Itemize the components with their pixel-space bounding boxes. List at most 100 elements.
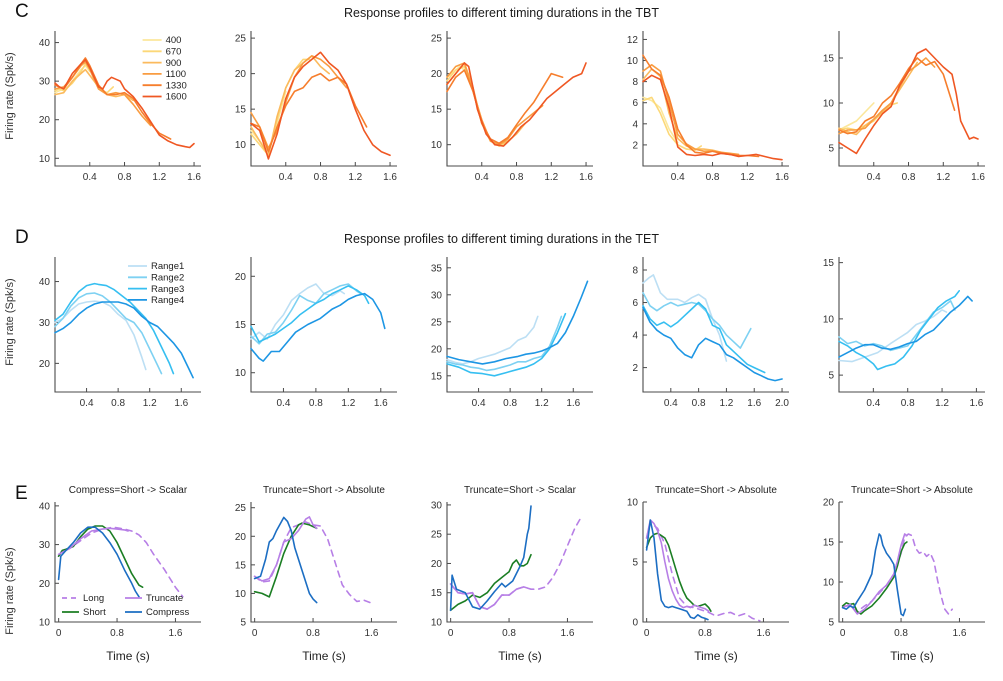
chart-svg-7: 0.4 0.8 1.2 1.6 15 20 25 30 35 <box>431 257 593 409</box>
legend-label-range3: Range3 <box>151 284 184 295</box>
svg-text:4: 4 <box>632 331 638 342</box>
subplot-d2: 0.4 0.8 1.2 1.6 10 15 20 <box>218 250 414 418</box>
subplot-d5: 0.4 0.8 1.2 1.6 5 10 15 <box>806 250 1002 418</box>
subplot-c1: 0.4 0.8 1.2 1.6 10 20 30 40 400 670 900 1100 1330 160… <box>22 24 218 192</box>
svg-text:10: 10 <box>235 368 247 379</box>
series-range2 <box>446 315 563 372</box>
svg-text:30: 30 <box>39 540 51 551</box>
legend-label-truncate: Truncate <box>146 593 183 604</box>
series-short <box>841 541 908 615</box>
svg-text:20: 20 <box>431 69 443 80</box>
svg-text:0.8: 0.8 <box>902 172 916 183</box>
svg-text:10: 10 <box>431 140 443 151</box>
svg-text:2: 2 <box>632 363 638 374</box>
svg-text:20: 20 <box>235 69 247 80</box>
svg-text:0: 0 <box>632 618 638 629</box>
svg-text:1.6: 1.6 <box>579 172 593 183</box>
svg-text:0.8: 0.8 <box>306 628 320 639</box>
subplot-e2: 0 0.8 1.6 5 10 15 20 25 Truncate=Short -> Absolu… <box>218 482 414 668</box>
subplot-c3: 0.4 0.8 1.2 1.6 10 15 20 25 <box>414 24 610 192</box>
subplot-d3: 0.4 0.8 1.2 1.6 15 20 25 30 35 <box>414 250 610 418</box>
svg-text:15: 15 <box>431 105 443 116</box>
series-short <box>449 553 532 612</box>
svg-text:1.2: 1.2 <box>348 172 362 183</box>
series-range1 <box>446 315 539 365</box>
svg-text:0.4: 0.4 <box>475 172 489 183</box>
series-1100 <box>446 62 544 146</box>
series-range1 <box>642 274 728 362</box>
series-truncate <box>841 533 908 615</box>
x-axis-label: Time (s) <box>694 649 738 663</box>
svg-text:20: 20 <box>431 344 443 355</box>
svg-text:25: 25 <box>431 34 443 45</box>
svg-text:15: 15 <box>235 320 247 331</box>
series-long <box>841 533 953 615</box>
svg-text:0.8: 0.8 <box>894 628 908 639</box>
series-1330 <box>446 69 564 145</box>
svg-text:2: 2 <box>632 140 638 151</box>
series-1330 <box>642 54 760 158</box>
svg-text:0.4: 0.4 <box>83 172 97 183</box>
svg-text:1.6: 1.6 <box>383 172 397 183</box>
svg-text:0.4: 0.4 <box>866 398 880 409</box>
chart-title: Truncate=Short -> Scalar <box>464 485 577 496</box>
svg-text:5: 5 <box>828 618 834 629</box>
svg-text:40: 40 <box>39 501 51 512</box>
series-1100 <box>642 64 740 156</box>
series-range4 <box>250 292 386 362</box>
legend-label-1600: 1600 <box>166 92 187 103</box>
y-axis-label-c: Firing rate (Spk/s) <box>4 52 16 140</box>
series-1100 <box>250 55 348 149</box>
series-long <box>449 514 583 610</box>
svg-text:8: 8 <box>632 266 638 277</box>
svg-text:1.6: 1.6 <box>775 172 789 183</box>
svg-text:20: 20 <box>235 272 247 283</box>
chart-title: Truncate=Short -> Absolute <box>851 485 973 496</box>
svg-text:10: 10 <box>823 578 835 589</box>
subplot-c4: 0.4 0.8 1.2 1.6 2 4 6 8 10 12 <box>610 24 806 192</box>
svg-text:1.6: 1.6 <box>560 628 574 639</box>
svg-text:6: 6 <box>632 298 638 309</box>
series-range3 <box>446 312 567 377</box>
svg-text:0.8: 0.8 <box>111 398 125 409</box>
svg-text:0: 0 <box>644 628 650 639</box>
subplot-e3: 0 0.8 1.6 10 15 20 25 30 Truncate=Short -> Scala… <box>414 482 610 668</box>
series-range4 <box>446 280 589 365</box>
svg-text:15: 15 <box>823 54 835 65</box>
svg-text:20: 20 <box>235 532 247 543</box>
series-truncate <box>253 516 318 582</box>
svg-text:15: 15 <box>235 560 247 571</box>
svg-text:10: 10 <box>39 154 51 165</box>
svg-text:1.2: 1.2 <box>143 398 157 409</box>
svg-text:1.6: 1.6 <box>747 398 761 409</box>
svg-text:20: 20 <box>431 559 443 570</box>
svg-text:10: 10 <box>627 56 639 67</box>
legend-label-short: Short <box>83 607 106 618</box>
x-axis-label: Time (s) <box>106 649 150 663</box>
chart-svg-9: 0.4 0.8 1.2 1.6 5 10 15 <box>823 257 985 409</box>
svg-text:0.4: 0.4 <box>80 398 94 409</box>
svg-text:30: 30 <box>431 500 443 511</box>
svg-text:10: 10 <box>235 140 247 151</box>
legend-label-400: 400 <box>166 35 182 46</box>
chart-svg-14: 0 0.8 1.6 5 10 15 20 Truncate=Short -> Absolute… <box>823 485 985 663</box>
svg-text:1.6: 1.6 <box>756 628 770 639</box>
series-400 <box>838 102 875 131</box>
svg-text:15: 15 <box>823 538 835 549</box>
series-compress <box>645 519 709 621</box>
chart-svg-6: 0.4 0.8 1.2 1.6 10 15 20 <box>235 257 397 409</box>
legend-label-range4: Range4 <box>151 295 184 306</box>
x-axis-label: Time (s) <box>302 649 346 663</box>
series-range4 <box>54 301 194 379</box>
subplot-d4: 0.4 0.8 1.2 1.6 2.0 2 4 6 8 <box>610 250 806 418</box>
chart-svg-5: 0.4 0.8 1.2 1.6 20 30 40 Range1Range2Range3Rang… <box>39 257 201 409</box>
series-range2 <box>838 300 956 352</box>
svg-text:20: 20 <box>39 359 51 370</box>
series-range3 <box>250 285 370 343</box>
series-compress <box>449 505 532 612</box>
series-1100 <box>838 57 936 135</box>
svg-text:0.8: 0.8 <box>118 172 132 183</box>
svg-text:0: 0 <box>448 628 454 639</box>
legend-label-compress: Compress <box>146 607 190 618</box>
panel-label-d: D <box>15 227 29 248</box>
